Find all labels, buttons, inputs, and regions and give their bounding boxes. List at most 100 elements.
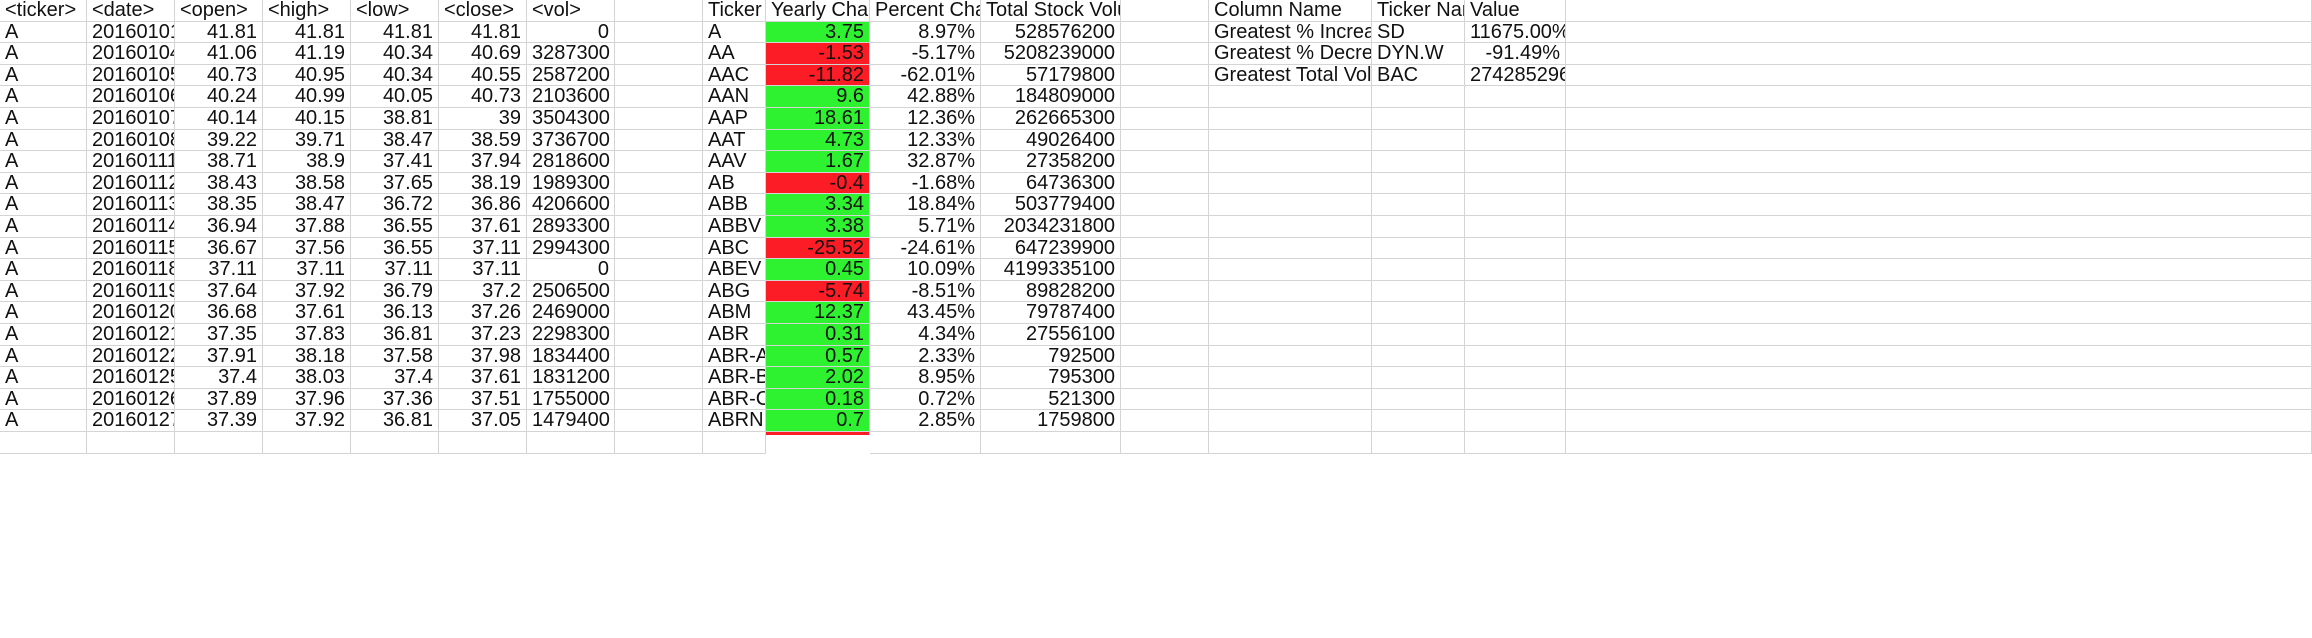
empty-cell[interactable] (615, 43, 703, 65)
raw-cell[interactable]: 37.11 (351, 259, 439, 281)
raw-header-cell[interactable]: <open> (175, 0, 263, 22)
raw-cell[interactable]: 37.4 (175, 367, 263, 389)
summary-cell[interactable]: 647239900 (981, 237, 1121, 260)
raw-cell[interactable]: A (0, 43, 87, 65)
raw-cell[interactable]: A (0, 21, 87, 44)
empty-cell[interactable] (1121, 410, 1209, 432)
empty-cell[interactable] (1566, 302, 2312, 324)
empty-cell[interactable] (1566, 108, 2312, 130)
raw-header-cell[interactable]: <close> (439, 0, 527, 22)
raw-cell[interactable]: 40.34 (351, 64, 439, 87)
raw-cell[interactable]: 37.05 (439, 410, 527, 432)
raw-cell[interactable]: 1989300 (527, 172, 615, 195)
raw-cell[interactable]: 3736700 (527, 129, 615, 152)
raw-cell[interactable]: 41.81 (439, 21, 527, 44)
summary-cell[interactable]: 3.38 (766, 216, 870, 238)
empty-cell[interactable] (1121, 345, 1209, 368)
summary-cell[interactable]: AB (703, 172, 766, 195)
raw-cell[interactable]: A (0, 194, 87, 216)
raw-cell[interactable]: 37.58 (351, 345, 439, 368)
summary-cell[interactable]: -8.51% (870, 280, 981, 303)
raw-cell[interactable]: 37.51 (439, 388, 527, 411)
empty-cell[interactable] (351, 432, 439, 454)
greatest-header-cell[interactable]: Column Name (1209, 0, 1372, 22)
empty-cell[interactable] (615, 367, 703, 389)
raw-cell[interactable]: 36.86 (439, 194, 527, 216)
raw-cell[interactable]: 37.61 (263, 302, 351, 324)
summary-cell[interactable]: 0.57 (766, 345, 870, 368)
empty-cell[interactable] (1121, 86, 1209, 108)
empty-cell[interactable] (1465, 194, 1566, 216)
raw-cell[interactable]: 20160120 (87, 302, 175, 324)
raw-cell[interactable]: 38.03 (263, 367, 351, 389)
raw-cell[interactable]: 20160114 (87, 216, 175, 238)
raw-cell[interactable]: A (0, 324, 87, 346)
empty-cell[interactable] (615, 259, 703, 281)
empty-cell[interactable] (615, 21, 703, 44)
summary-cell[interactable]: 18.61 (766, 108, 870, 130)
empty-cell[interactable] (1465, 345, 1566, 368)
empty-cell[interactable] (1465, 324, 1566, 346)
raw-cell[interactable]: 40.15 (263, 108, 351, 130)
summary-cell[interactable]: ABG (703, 280, 766, 303)
raw-cell[interactable]: 0 (527, 21, 615, 44)
raw-cell[interactable]: 20160106 (87, 86, 175, 108)
raw-cell[interactable]: 36.81 (351, 410, 439, 432)
empty-cell[interactable] (1566, 151, 2312, 173)
empty-cell[interactable] (1372, 280, 1465, 303)
empty-cell[interactable] (615, 324, 703, 346)
raw-cell[interactable]: A (0, 237, 87, 260)
summary-cell[interactable]: ABB (703, 194, 766, 216)
summary-cell[interactable]: ABR-C (703, 388, 766, 411)
raw-cell[interactable]: 20160118 (87, 259, 175, 281)
raw-cell[interactable]: 2469000 (527, 302, 615, 324)
empty-cell[interactable] (1121, 64, 1209, 87)
raw-header-cell[interactable]: <vol> (527, 0, 615, 22)
raw-cell[interactable]: 36.55 (351, 216, 439, 238)
raw-cell[interactable]: A (0, 259, 87, 281)
raw-cell[interactable]: 1755000 (527, 388, 615, 411)
empty-cell[interactable] (1209, 86, 1372, 108)
empty-cell[interactable] (1209, 259, 1372, 281)
empty-cell[interactable] (175, 432, 263, 454)
empty-cell[interactable] (87, 432, 175, 454)
raw-cell[interactable]: 37.91 (175, 345, 263, 368)
raw-cell[interactable]: 2298300 (527, 324, 615, 346)
raw-cell[interactable]: 38.35 (175, 194, 263, 216)
empty-cell[interactable] (1121, 129, 1209, 152)
empty-cell[interactable] (1566, 172, 2312, 195)
empty-cell[interactable] (1372, 108, 1465, 130)
raw-cell[interactable]: 37.94 (439, 151, 527, 173)
greatest-cell[interactable]: Greatest % Decrease (1209, 43, 1372, 65)
summary-cell[interactable]: -25.52 (766, 237, 870, 260)
raw-cell[interactable]: 40.95 (263, 64, 351, 87)
empty-cell[interactable] (1566, 194, 2312, 216)
raw-cell[interactable]: 37.56 (263, 237, 351, 260)
raw-cell[interactable]: 2994300 (527, 237, 615, 260)
summary-cell[interactable]: 42.88% (870, 86, 981, 108)
empty-cell[interactable] (1372, 86, 1465, 108)
empty-cell[interactable] (1566, 86, 2312, 108)
summary-cell[interactable]: ABR-B (703, 367, 766, 389)
raw-cell[interactable]: 36.79 (351, 280, 439, 303)
empty-cell[interactable] (1566, 410, 2312, 432)
empty-cell[interactable] (1121, 432, 1209, 454)
raw-cell[interactable]: 38.43 (175, 172, 263, 195)
empty-cell[interactable] (1209, 172, 1372, 195)
raw-cell[interactable]: 37.61 (439, 367, 527, 389)
summary-cell[interactable]: 2.85% (870, 410, 981, 432)
empty-cell[interactable] (1465, 280, 1566, 303)
empty-cell[interactable] (1372, 410, 1465, 432)
empty-cell[interactable] (615, 432, 703, 454)
empty-cell[interactable] (615, 388, 703, 411)
summary-cell[interactable]: AAC (703, 64, 766, 87)
raw-cell[interactable]: 37.88 (263, 216, 351, 238)
summary-cell[interactable]: 503779400 (981, 194, 1121, 216)
raw-cell[interactable]: 39.71 (263, 129, 351, 152)
empty-cell[interactable] (1566, 367, 2312, 389)
raw-cell[interactable]: 38.18 (263, 345, 351, 368)
summary-cell[interactable]: 528576200 (981, 21, 1121, 44)
empty-cell[interactable] (1209, 194, 1372, 216)
raw-header-cell[interactable]: <ticker> (0, 0, 87, 22)
summary-cell[interactable]: AA (703, 43, 766, 65)
